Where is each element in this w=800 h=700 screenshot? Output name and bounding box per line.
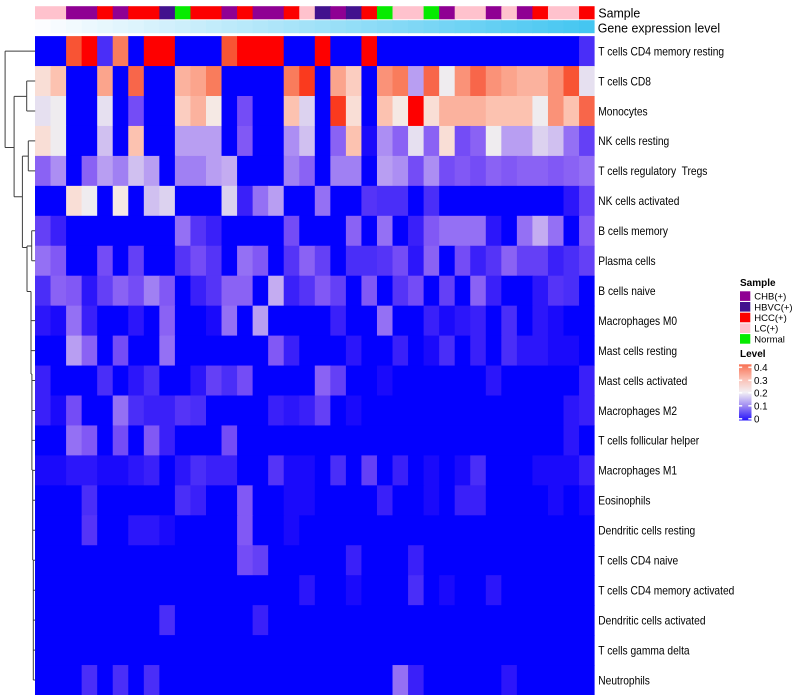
svg-text:T cells CD8: T cells CD8 — [598, 74, 651, 88]
svg-text:0.1: 0.1 — [754, 401, 768, 412]
svg-text:T cells CD4 naive: T cells CD4 naive — [598, 554, 678, 568]
svg-text:NK cells activated: NK cells activated — [598, 194, 679, 208]
svg-text:Eosinophils: Eosinophils — [598, 494, 650, 508]
svg-text:T cells follicular helper: T cells follicular helper — [598, 434, 699, 448]
svg-text:Macrophages M1: Macrophages M1 — [598, 464, 677, 478]
svg-text:0.2: 0.2 — [754, 388, 768, 399]
svg-text:Macrophages M0: Macrophages M0 — [598, 314, 677, 328]
svg-text:NK cells resting: NK cells resting — [598, 134, 669, 148]
svg-text:HCC(+): HCC(+) — [754, 313, 786, 324]
svg-text:0.4: 0.4 — [754, 363, 768, 374]
svg-text:Dendritic cells activated: Dendritic cells activated — [598, 613, 705, 627]
svg-text:B cells naive: B cells naive — [598, 284, 656, 298]
svg-text:B cells memory: B cells memory — [598, 224, 668, 238]
svg-text:T cells CD4 memory resting: T cells CD4 memory resting — [598, 44, 724, 58]
svg-text:0: 0 — [754, 414, 760, 425]
svg-text:Neutrophils: Neutrophils — [598, 673, 650, 687]
svg-text:Plasma cells: Plasma cells — [598, 254, 655, 268]
svg-text:Mast cells resting: Mast cells resting — [598, 344, 677, 358]
svg-text:Dendritic cells resting: Dendritic cells resting — [598, 524, 695, 538]
svg-text:Normal: Normal — [754, 334, 785, 345]
svg-text:Level: Level — [740, 349, 766, 360]
svg-text:Gene expression level: Gene expression level — [598, 20, 720, 35]
svg-text:T cells gamma delta: T cells gamma delta — [598, 643, 690, 657]
svg-text:0.3: 0.3 — [754, 376, 768, 387]
svg-text:Mast cells activated: Mast cells activated — [598, 374, 687, 388]
svg-text:Monocytes: Monocytes — [598, 104, 647, 118]
svg-text:Macrophages M2: Macrophages M2 — [598, 404, 677, 418]
svg-text:T cells CD4 memory activated: T cells CD4 memory activated — [598, 584, 734, 598]
svg-text:HBVC(+): HBVC(+) — [754, 302, 792, 313]
svg-text:LC(+): LC(+) — [754, 324, 778, 335]
svg-text:Sample: Sample — [740, 278, 776, 289]
svg-text:Sample: Sample — [598, 5, 640, 20]
svg-text:T cells regulatory Tregs: T cells regulatory Tregs — [598, 164, 707, 178]
svg-text:CHB(+): CHB(+) — [754, 292, 786, 303]
